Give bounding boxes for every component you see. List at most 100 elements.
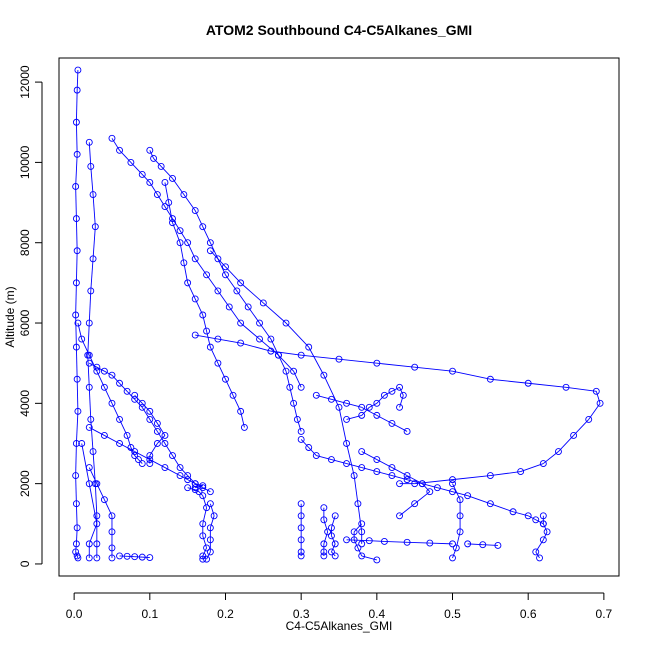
data-point	[85, 423, 93, 431]
data-point	[403, 472, 411, 480]
x-tick-label: 0.6	[520, 607, 537, 621]
data-point	[524, 512, 532, 520]
data-point	[169, 452, 176, 459]
series-segment	[217, 338, 241, 344]
data-point	[449, 480, 456, 488]
data-point	[286, 383, 294, 391]
profile-series-1	[72, 66, 82, 562]
series-segment	[399, 395, 404, 408]
data-point	[116, 379, 123, 387]
series-segment	[331, 535, 336, 545]
data-point	[358, 411, 366, 419]
series-segment	[240, 322, 260, 340]
series-segment	[90, 166, 94, 195]
series-segment	[527, 515, 536, 521]
data-point	[73, 375, 81, 383]
data-point	[358, 464, 366, 472]
data-point	[93, 540, 101, 548]
data-point	[327, 548, 335, 556]
data-point	[157, 162, 165, 170]
data-point	[89, 448, 97, 455]
data-point	[358, 552, 366, 560]
data-point	[297, 548, 305, 556]
profile-series-18	[343, 536, 456, 548]
data-point	[169, 175, 176, 182]
series-segment	[149, 150, 155, 159]
data-point	[358, 520, 366, 528]
series-segment	[429, 542, 453, 545]
series-segment	[149, 443, 158, 456]
profile-series-21	[312, 391, 411, 435]
profile-series-15	[350, 520, 381, 564]
x-tick-label: 0.4	[368, 607, 385, 621]
data-point	[486, 375, 494, 383]
data-point	[244, 303, 252, 311]
x-tick-label: 0.3	[293, 607, 310, 621]
data-point	[327, 532, 335, 540]
data-point	[161, 464, 169, 472]
data-point	[116, 146, 123, 154]
data-point	[108, 512, 116, 520]
data-point	[206, 548, 214, 556]
profile-series-25	[85, 423, 207, 492]
data-point	[479, 541, 487, 549]
data-point	[100, 383, 108, 391]
series-segment	[361, 407, 370, 416]
series-segment	[164, 443, 173, 456]
series-segment	[240, 342, 272, 352]
data-point	[72, 183, 80, 190]
data-point	[146, 179, 154, 186]
data-point	[214, 359, 222, 367]
profile-series-28	[116, 552, 154, 561]
data-point	[199, 492, 207, 500]
profile-series-5	[161, 179, 248, 431]
data-point	[365, 403, 373, 411]
data-point	[108, 528, 116, 536]
data-point	[146, 415, 154, 423]
profile-series-7	[191, 331, 604, 488]
profile-series-11	[203, 500, 218, 563]
series-segment	[542, 523, 548, 533]
data-point	[237, 279, 245, 287]
data-point	[72, 500, 80, 508]
x-axis-label: C4-C5Alkanes_GMI	[286, 619, 393, 633]
data-point	[191, 331, 199, 339]
profile-series-24	[131, 391, 169, 468]
series-segment	[520, 463, 544, 473]
data-point	[116, 440, 123, 447]
data-point	[335, 403, 343, 411]
data-point	[161, 203, 169, 211]
series-segment	[92, 226, 96, 259]
series-segment	[296, 419, 302, 432]
data-point	[116, 552, 123, 560]
data-point	[396, 512, 403, 520]
data-point	[399, 391, 407, 399]
series-segment	[172, 218, 181, 231]
data-point	[78, 335, 86, 343]
series-segment	[90, 419, 94, 452]
data-point	[539, 460, 547, 468]
data-point	[426, 539, 434, 547]
data-point	[240, 423, 248, 431]
data-point	[72, 311, 80, 319]
data-point	[509, 508, 517, 516]
data-point	[373, 359, 381, 367]
series-segment	[156, 423, 166, 436]
series-segment	[202, 547, 207, 557]
series-segment	[331, 515, 336, 528]
data-point	[282, 319, 290, 327]
data-point	[297, 436, 305, 443]
profile-series-8	[85, 359, 214, 496]
series-segment	[353, 539, 359, 549]
series-segment	[357, 547, 363, 557]
data-point	[380, 538, 388, 545]
x-axis: 0.0 0.1 0.2 0.3 0.4 0.5 0.6 0.7	[66, 592, 613, 621]
series-segment	[89, 362, 98, 368]
data-point	[150, 154, 158, 162]
data-point	[108, 399, 116, 407]
data-point	[100, 496, 108, 504]
data-point	[72, 548, 80, 556]
data-point	[203, 271, 211, 279]
data-point	[100, 432, 108, 439]
data-point	[297, 351, 305, 359]
